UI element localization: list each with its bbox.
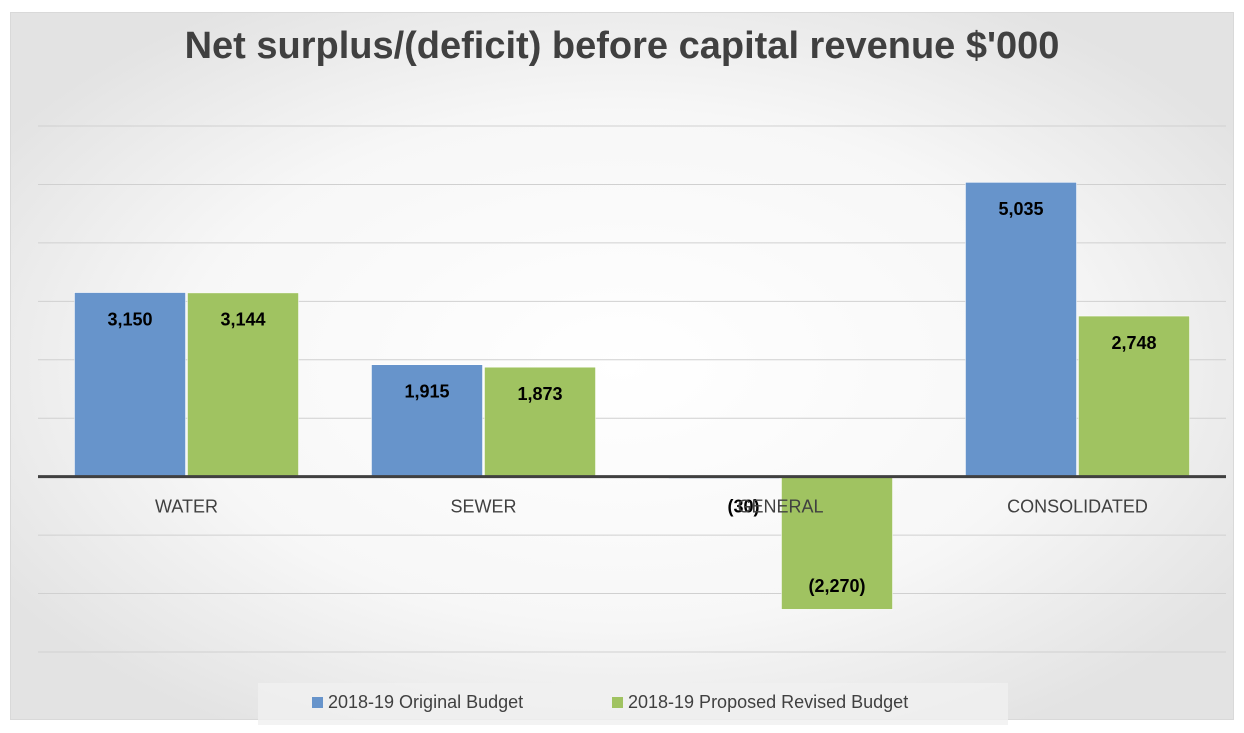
value-label: (30) (727, 496, 759, 516)
value-label: 5,035 (998, 199, 1043, 219)
x-tick-label: WATER (155, 496, 218, 516)
bar (781, 476, 893, 610)
legend-label: 2018-19 Original Budget (328, 692, 523, 712)
bar (74, 292, 186, 477)
x-tick-label: CONSOLIDATED (1007, 496, 1148, 516)
legend-swatch (312, 697, 323, 708)
bar (965, 182, 1077, 477)
value-label: (2,270) (808, 576, 865, 596)
legend-box (258, 683, 1008, 725)
x-tick-label: SEWER (450, 496, 516, 516)
bar (1078, 315, 1190, 477)
bar (187, 292, 299, 477)
value-label: 3,150 (107, 309, 152, 329)
value-label: 1,915 (404, 381, 449, 401)
x-tick-label: GENERAL (737, 496, 823, 516)
value-label: 3,144 (220, 310, 265, 330)
value-label: 1,873 (517, 384, 562, 404)
value-label: 2,748 (1111, 333, 1156, 353)
legend-swatch (612, 697, 623, 708)
chart-title: Net surplus/(deficit) before capital rev… (185, 25, 1060, 67)
bar (371, 364, 483, 477)
legend-label: 2018-19 Proposed Revised Budget (628, 692, 908, 712)
